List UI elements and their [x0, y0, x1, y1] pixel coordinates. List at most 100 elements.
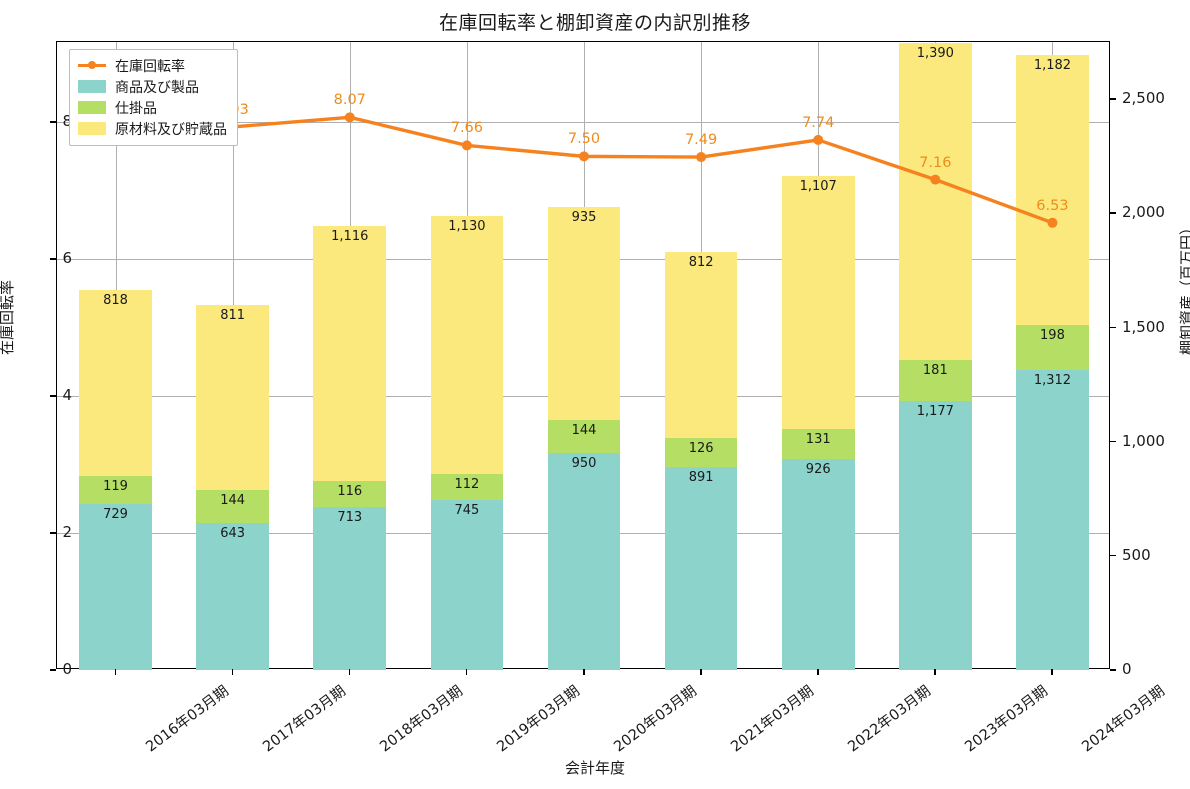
- bar-segment[interactable]: [664, 252, 738, 438]
- legend-label: 仕掛品: [115, 100, 157, 117]
- bar-value-label: 926: [805, 461, 831, 477]
- y-axis-left-tick-label: 2: [62, 523, 72, 542]
- bar-segment[interactable]: [899, 401, 972, 670]
- x-axis-tick-mark: [465, 669, 468, 675]
- y-axis-right-tick-mark: [1110, 212, 1116, 215]
- bar-segment[interactable]: [781, 176, 855, 429]
- bar-segment[interactable]: [196, 305, 269, 491]
- bar-segment[interactable]: [79, 289, 152, 477]
- bar-segment[interactable]: [196, 523, 269, 670]
- line-value-label: 7.16: [919, 154, 952, 171]
- bar-value-label: 116: [337, 483, 363, 499]
- bar-value-label: 818: [103, 292, 128, 308]
- bar-segment[interactable]: [430, 474, 504, 500]
- x-axis-label: 会計年度: [564, 759, 625, 777]
- bar-value-label: 729: [103, 506, 128, 522]
- bar-value-label: 713: [337, 510, 363, 526]
- bar-segment[interactable]: [313, 225, 387, 481]
- y-axis-left-label: 在庫回転率: [0, 279, 16, 355]
- bar-value-label: 811: [220, 308, 246, 324]
- bar-value-label: 1,107: [799, 179, 837, 194]
- bar-segment[interactable]: [430, 216, 504, 475]
- y-axis-right-tick-mark: [1110, 669, 1116, 671]
- x-axis-tick-mark: [934, 669, 936, 675]
- y-axis-left-tick-label: 4: [62, 386, 72, 405]
- bar-segment[interactable]: [1016, 370, 1089, 670]
- line-value-label: 6.53: [1036, 197, 1069, 214]
- y-axis-left-tick-label: 8: [62, 112, 72, 131]
- bar-segment[interactable]: [1016, 325, 1089, 371]
- bar-value-label: 144: [571, 423, 597, 439]
- bar-segment[interactable]: [196, 490, 269, 524]
- bar-segment[interactable]: [547, 420, 621, 454]
- x-axis-tick-mark: [231, 669, 234, 675]
- bar-value-label: 131: [805, 431, 831, 447]
- line-value-label: 7.49: [684, 132, 718, 149]
- bar-value-label: 1,312: [1033, 373, 1072, 389]
- plot-area: 729 119 818 643 144 811 713 116 1,116 745 112 1,130…: [56, 41, 1110, 670]
- line-value-label: 8.07: [333, 92, 366, 109]
- y-axis-right-tick-label: 1,500: [1122, 317, 1165, 336]
- x-axis-tick-mark: [583, 669, 585, 675]
- y-axis-left-tick-label: 0: [62, 660, 72, 678]
- legend-label: 在庫回転率: [115, 58, 185, 75]
- bar-value-label: 935: [571, 209, 597, 225]
- y-axis-left-tick-mark: [50, 121, 56, 123]
- chart-legend: 在庫回転率 商品及び製品 仕掛品 原材料及び貯蔵品: [69, 49, 238, 146]
- bar-segment[interactable]: [664, 437, 738, 467]
- y-axis-right-tick-mark: [1110, 98, 1116, 100]
- line-value-label: 7.66: [450, 120, 484, 137]
- color-swatch-icon: [78, 122, 106, 135]
- legend-label: 商品及び製品: [115, 79, 199, 96]
- bar-value-label: 144: [220, 493, 246, 509]
- bar-segment[interactable]: [899, 359, 972, 402]
- bar-value-label: 198: [1040, 328, 1065, 344]
- bar-segment[interactable]: [1016, 55, 1089, 326]
- y-axis-left-tick-mark: [50, 395, 56, 397]
- x-axis-tick-mark: [817, 669, 819, 675]
- bar-value-label: 1,116: [331, 228, 369, 244]
- bar-value-label: 643: [220, 526, 246, 542]
- x-axis-tick-label: 2021年03月期: [728, 683, 818, 756]
- legend-item-merchandise: 商品及び製品: [78, 76, 227, 97]
- x-axis-tick-label: 2023年03月期: [962, 683, 1052, 756]
- bar-value-label: 745: [454, 502, 480, 518]
- bar-value-label: 950: [571, 456, 597, 472]
- y-axis-right-tick-mark: [1110, 440, 1116, 443]
- x-axis-tick-label: 2017年03月期: [259, 683, 349, 756]
- bar-segment[interactable]: [781, 428, 855, 459]
- bar-segment[interactable]: [664, 466, 738, 670]
- bar-value-label: 1,130: [448, 219, 486, 235]
- bar-segment[interactable]: [899, 42, 972, 360]
- bar-value-label: 1,182: [1033, 58, 1072, 74]
- x-axis-tick-label: 2022年03月期: [845, 683, 935, 756]
- x-axis-tick-label: 2018年03月期: [377, 683, 466, 756]
- bar-segment[interactable]: [547, 453, 621, 670]
- bar-value-label: 126: [688, 440, 714, 456]
- y-axis-left-tick-mark: [50, 669, 56, 671]
- x-axis-tick-label: 2016年03月期: [142, 683, 232, 756]
- y-axis-right-tick-label: 1,000: [1122, 431, 1165, 450]
- line-value-label: 7.50: [567, 131, 601, 148]
- bar-segment[interactable]: [313, 480, 387, 508]
- y-axis-left-tick-label: 6: [62, 249, 72, 268]
- bar-segment[interactable]: [430, 499, 504, 670]
- color-swatch-icon: [78, 101, 106, 114]
- bar-segment[interactable]: [79, 503, 152, 670]
- y-axis-right-label: 棚卸資産（百万円）: [1178, 219, 1190, 355]
- line-value-label: 7.74: [802, 114, 835, 131]
- bar-value-label: 119: [103, 479, 128, 495]
- bar-segment[interactable]: [781, 458, 855, 670]
- chart-title: 在庫回転率と棚卸資産の内訳別推移: [438, 12, 751, 34]
- y-axis-right-tick-label: 500: [1122, 545, 1151, 564]
- bar-value-label: 181: [922, 362, 948, 378]
- y-axis-right-tick-mark: [1110, 554, 1116, 557]
- line-marker-icon: [78, 59, 106, 72]
- legend-item-line: 在庫回転率: [78, 55, 227, 76]
- bar-segment[interactable]: [79, 476, 152, 504]
- y-axis-right-tick-mark: [1110, 326, 1116, 329]
- y-axis-left-tick-mark: [50, 258, 56, 260]
- bar-segment[interactable]: [313, 507, 387, 670]
- bar-segment[interactable]: [547, 206, 621, 421]
